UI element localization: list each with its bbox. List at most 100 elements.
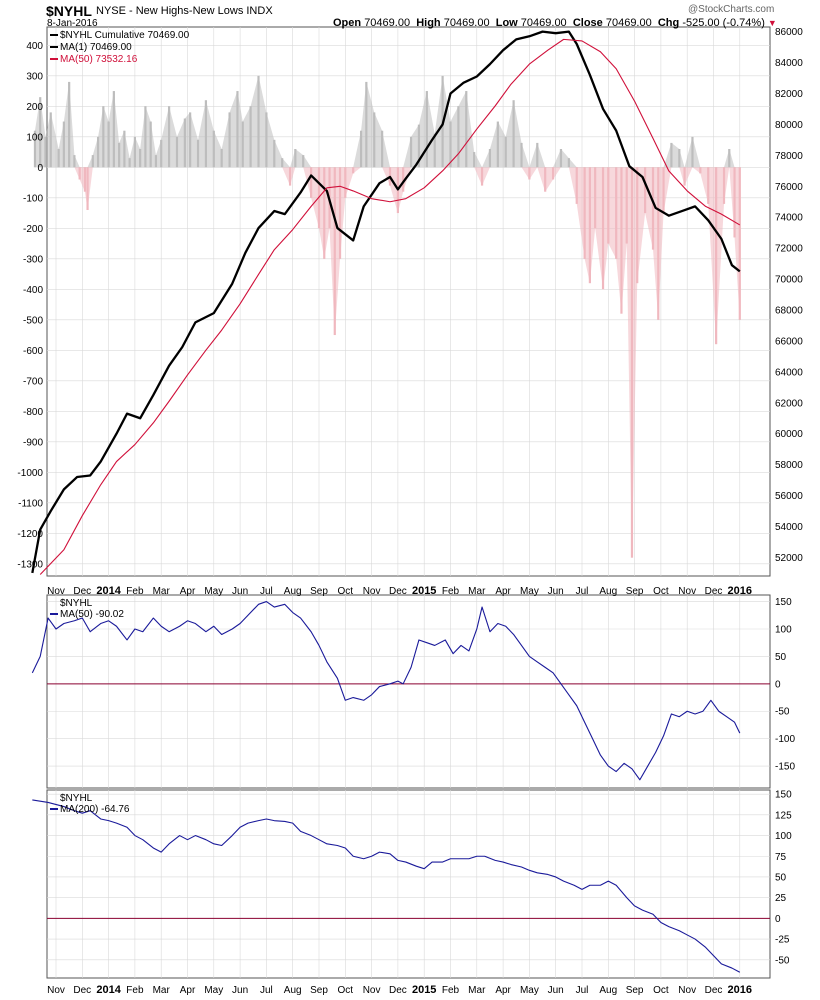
left-tick-label: 100: [26, 132, 43, 143]
x-tick-label: Jun: [232, 985, 248, 996]
x-tick-label: May: [204, 586, 223, 597]
left-tick-label: 200: [26, 102, 43, 113]
left-tick-label: -900: [23, 437, 43, 448]
close-value: 70469.00: [605, 17, 652, 29]
x-tick-label: Dec: [73, 586, 91, 597]
x-tick-label: Aug: [284, 985, 302, 996]
x-tick-label: Mar: [153, 985, 171, 996]
high-label: High: [416, 17, 441, 29]
x-tick-label: Jul: [576, 586, 589, 597]
legend-entry: $NYHL Cumulative 70469.00: [60, 30, 190, 41]
x-tick-label: Jul: [260, 586, 273, 597]
right-tick-label: 58000: [775, 460, 803, 471]
left-tick-label: -200: [23, 224, 43, 235]
watermark: @StockCharts.com: [688, 4, 775, 15]
x-tick-label: Nov: [678, 985, 696, 996]
x-tick-label: Nov: [47, 586, 65, 597]
x-tick-label: Nov: [363, 985, 381, 996]
x-tick-label: Aug: [599, 586, 617, 597]
left-tick-label: -1100: [18, 498, 43, 509]
x-tick-label: 2015: [412, 984, 436, 996]
left-tick-label: -1200: [17, 529, 43, 540]
ma200-blue-line: [32, 799, 741, 973]
left-tick-label: 400: [26, 41, 43, 52]
x-tick-label: Aug: [599, 985, 617, 996]
right-tick-label: 76000: [775, 182, 803, 193]
right-tick-label: 25: [775, 893, 787, 904]
x-tick-label: 2015: [412, 585, 436, 597]
x-tick-label: Oct: [338, 586, 354, 597]
right-tick-label: 54000: [775, 522, 803, 533]
x-tick-label: Dec: [389, 985, 407, 996]
x-tick-label: Feb: [442, 985, 460, 996]
right-tick-label: 78000: [775, 151, 803, 162]
x-tick-label: Feb: [442, 586, 460, 597]
right-tick-label: 68000: [775, 306, 803, 317]
right-tick-label: 52000: [775, 553, 803, 564]
close-label: Close: [572, 17, 603, 29]
chg-value: -525.00 (-0.74%): [682, 17, 765, 29]
legend-entry: MA(50) -90.02: [60, 609, 124, 620]
right-tick-label: 100: [775, 624, 792, 635]
x-tick-label: Sep: [310, 586, 328, 597]
right-tick-label: 0: [775, 679, 781, 690]
x-tick-label: Dec: [705, 586, 723, 597]
low-label: Low: [495, 17, 518, 29]
x-tick-label: Jun: [548, 586, 564, 597]
left-tick-label: -800: [23, 407, 43, 418]
x-tick-label: Mar: [153, 586, 171, 597]
left-tick-label: -400: [23, 285, 43, 296]
symbol-name: NYSE - New Highs-New Lows INDX: [96, 5, 273, 17]
right-tick-label: 62000: [775, 398, 803, 409]
right-tick-label: 72000: [775, 244, 803, 255]
legend-entry: MA(1) 70469.00: [60, 42, 132, 53]
panel-ma200-frame: [46, 789, 771, 979]
left-tick-label: 300: [26, 71, 43, 82]
left-tick-label: -100: [23, 193, 43, 204]
x-tick-label: Nov: [363, 586, 381, 597]
left-tick-label: -300: [23, 254, 43, 265]
right-tick-label: 75: [775, 852, 787, 863]
histogram-bar: [738, 167, 741, 320]
x-tick-label: Feb: [126, 985, 144, 996]
right-tick-label: 70000: [775, 275, 803, 286]
left-tick-label: 0: [37, 163, 43, 174]
x-tick-label: Feb: [126, 586, 144, 597]
left-tick-label: -500: [23, 315, 43, 326]
x-tick-label: Sep: [310, 985, 328, 996]
x-tick-label: Oct: [653, 586, 669, 597]
right-tick-label: 60000: [775, 429, 803, 440]
x-tick-label: 2014: [96, 585, 121, 597]
chg-label: Chg: [657, 17, 680, 29]
x-tick-label: Sep: [626, 985, 644, 996]
open-value: 70469.00: [364, 17, 411, 29]
symbol-title: $NYHL: [46, 3, 92, 19]
right-tick-label: 100: [775, 831, 792, 842]
right-tick-label: -50: [775, 955, 790, 966]
right-tick-label: 0: [775, 914, 781, 925]
down-arrow-icon: ▼: [767, 18, 777, 28]
x-tick-label: Apr: [495, 985, 511, 996]
x-tick-label: May: [204, 985, 223, 996]
right-tick-label: 150: [775, 790, 792, 801]
right-tick-label: 82000: [775, 89, 803, 100]
panel-main-frame: [46, 26, 771, 577]
histogram-positive-area: [34, 75, 740, 168]
right-tick-label: 150: [775, 597, 792, 608]
chart-date: 8-Jan-2016: [47, 18, 98, 29]
x-tick-label: 2016: [728, 585, 752, 597]
right-tick-label: 66000: [775, 336, 803, 347]
x-tick-label: 2016: [728, 984, 752, 996]
x-tick-label: Apr: [180, 985, 196, 996]
x-tick-label: Jul: [260, 985, 273, 996]
x-tick-label: Dec: [73, 985, 91, 996]
right-tick-label: -150: [775, 762, 795, 773]
x-tick-label: Aug: [284, 586, 302, 597]
x-tick-label: Dec: [705, 985, 723, 996]
legend-entry: $NYHL: [60, 793, 93, 804]
legend-entry: MA(200) -64.76: [60, 804, 130, 815]
right-tick-label: 50: [775, 652, 787, 663]
right-tick-label: 74000: [775, 213, 803, 224]
right-tick-label: 50: [775, 872, 787, 883]
low-value: 70469.00: [520, 17, 567, 29]
